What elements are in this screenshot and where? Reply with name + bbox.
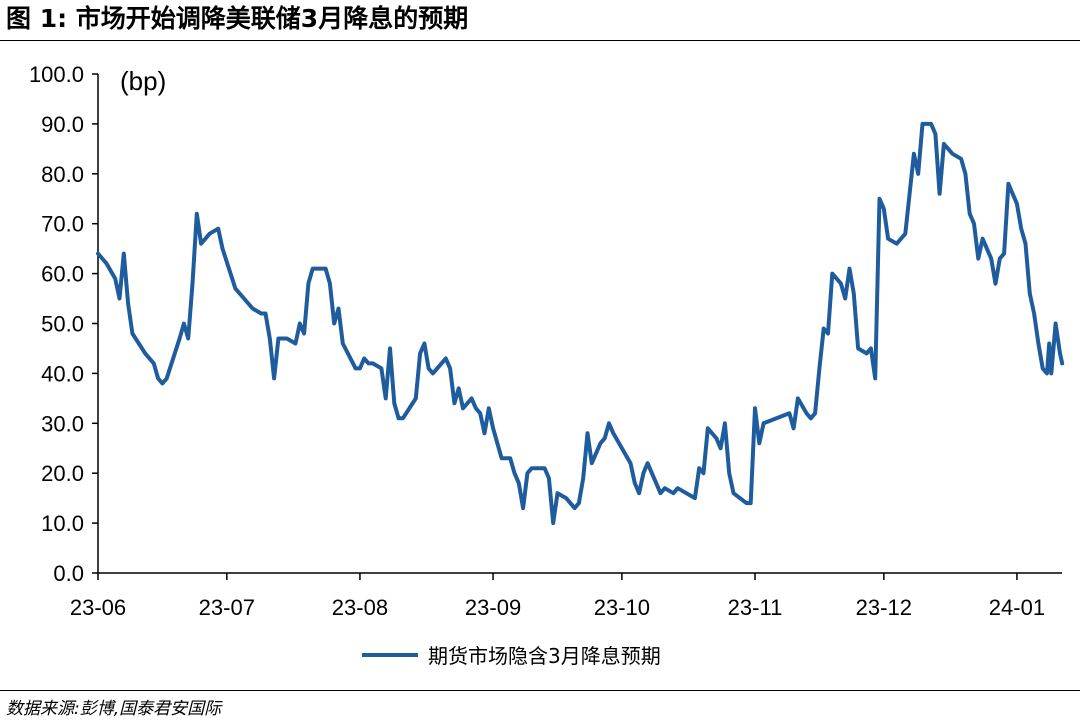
y-tick-label: 100.0	[29, 62, 84, 87]
line-chart: 0.0 10.0 20.0 30.0 40.0 50.0 60.0 70.0 80.0 90.0 1…	[29, 62, 1065, 668]
y-tick-label: 60.0	[41, 262, 84, 287]
y-tick-label: 40.0	[41, 361, 84, 386]
legend: 期货市场隐含3月降息预期	[362, 644, 661, 668]
x-tick-label: 23-11	[728, 595, 783, 620]
y-tick-label: 70.0	[41, 212, 84, 237]
x-tick-label: 23-08	[332, 595, 388, 620]
top-rule	[0, 40, 1080, 41]
y-tick-label: 90.0	[41, 112, 84, 137]
bottom-rule	[0, 690, 1080, 691]
x-tick-label: 23-07	[199, 595, 255, 620]
y-tick-label: 80.0	[41, 162, 84, 187]
y-tick-label: 20.0	[41, 461, 84, 486]
legend-label: 期货市场隐含3月降息预期	[428, 644, 661, 668]
unit-label: (bp)	[120, 66, 166, 96]
y-tick-label: 50.0	[41, 312, 84, 337]
x-tick-label: 23-06	[70, 595, 126, 620]
y-tick-label: 10.0	[41, 511, 84, 536]
figure-title: 图 1: 市场开始调降美联储3月降息的预期	[6, 4, 469, 33]
x-tick-label: 23-09	[465, 595, 521, 620]
y-axis-ticks: 0.0 10.0 20.0 30.0 40.0 50.0 60.0 70.0 80.0 90.0 1…	[29, 62, 98, 586]
y-tick-label: 30.0	[41, 411, 84, 436]
x-tick-label: 23-12	[856, 595, 912, 620]
x-tick-label: 23-10	[594, 595, 650, 620]
source-note: 数据来源:彭博,国泰君安国际	[6, 699, 222, 719]
x-tick-label: 24-01	[989, 595, 1045, 620]
x-axis-ticks: 23-06 23-07 23-08 23-09 23-10 23-11 23-12 24-01	[70, 573, 1045, 620]
series-line	[96, 121, 1065, 526]
y-tick-label: 0.0	[53, 561, 84, 586]
